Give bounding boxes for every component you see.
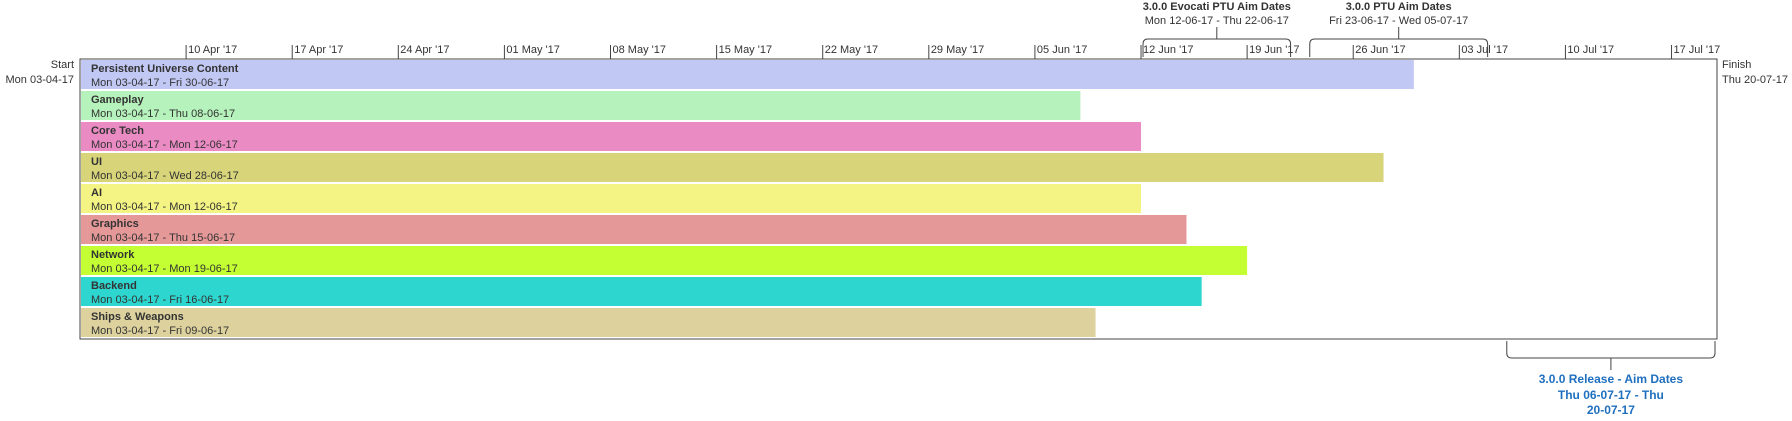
axis-tick-label: 29 May '17	[931, 44, 984, 56]
task-dates: Mon 03-04-17 - Mon 12-06-17	[91, 139, 238, 151]
task-name: Network	[91, 249, 135, 261]
axis-tick-label: 17 Jul '17	[1674, 44, 1721, 56]
callout-dates: Fri 23-06-17 - Wed 05-07-17	[1329, 15, 1468, 27]
task-bar	[81, 277, 1202, 306]
task-bar	[81, 60, 1414, 89]
axis-tick-label: 05 Jun '17	[1037, 44, 1087, 56]
axis-tick-label: 24 Apr '17	[400, 44, 449, 56]
task-bar	[81, 122, 1142, 151]
axis-tick-label: 26 Jun '17	[1355, 44, 1405, 56]
task-bars: Persistent Universe Content Mon 03-04-17 …	[81, 60, 1414, 337]
task-dates: Mon 03-04-17 - Fri 16-06-17	[91, 294, 229, 306]
axis-tick-label: 22 May '17	[825, 44, 878, 56]
task-dates: Mon 03-04-17 - Mon 19-06-17	[91, 263, 238, 275]
task-name: Persistent Universe Content	[91, 63, 239, 75]
axis-tick-label: 19 Jun '17	[1249, 44, 1299, 56]
axis-tick-label: 10 Jul '17	[1567, 44, 1614, 56]
task-dates: Mon 03-04-17 - Thu 15-06-17	[91, 232, 235, 244]
callout-title: 3.0.0 PTU Aim Dates	[1346, 1, 1452, 13]
task-name: Core Tech	[91, 125, 144, 137]
task-bar	[81, 153, 1384, 182]
task-dates: Mon 03-04-17 - Mon 12-06-17	[91, 201, 238, 213]
task-dates: Mon 03-04-17 - Thu 08-06-17	[91, 108, 235, 120]
start-finish-markers: Start Mon 03-04-17 Finish Thu 20-07-17	[6, 59, 1789, 86]
axis-tick-label: 01 May '17	[506, 44, 559, 56]
task-name: Graphics	[91, 218, 139, 230]
callout-dates: Thu 06-07-17 - Thu	[1558, 388, 1664, 402]
axis-tick-label: 08 May '17	[613, 44, 666, 56]
callout-dates: 20-07-17	[1587, 403, 1635, 417]
task-bar	[81, 308, 1096, 337]
callout-title: 3.0.0 Evocati PTU Aim Dates	[1143, 1, 1291, 13]
task-bar	[81, 215, 1187, 244]
axis-tick-label: 17 Apr '17	[294, 44, 343, 56]
task-name: Backend	[91, 280, 137, 292]
task-bar	[81, 184, 1142, 213]
start-label: Start	[51, 59, 74, 71]
axis-tick-label: 03 Jul '17	[1461, 44, 1508, 56]
task-name: Gameplay	[91, 94, 144, 106]
start-date: Mon 03-04-17	[6, 74, 75, 86]
callout-bracket	[1506, 341, 1716, 359]
axis-tick-label: 15 May '17	[719, 44, 772, 56]
task-name: AI	[91, 187, 102, 199]
finish-label: Finish	[1722, 59, 1751, 71]
task-name: UI	[91, 156, 102, 168]
task-bar	[81, 91, 1081, 120]
finish-date: Thu 20-07-17	[1722, 74, 1788, 86]
task-bar	[81, 246, 1248, 275]
callout-title: 3.0.0 Release - Aim Dates	[1539, 372, 1684, 386]
milestone-callouts: 3.0.0 Evocati PTU Aim Dates Mon 12-06-17 …	[1142, 1, 1716, 417]
axis-tick-label: 10 Apr '17	[188, 44, 237, 56]
task-name: Ships & Weapons	[91, 311, 184, 323]
callout-dates: Mon 12-06-17 - Thu 22-06-17	[1145, 15, 1289, 27]
task-dates: Mon 03-04-17 - Fri 09-06-17	[91, 325, 229, 337]
axis-tick-label: 12 Jun '17	[1143, 44, 1193, 56]
task-dates: Mon 03-04-17 - Wed 28-06-17	[91, 170, 239, 182]
task-dates: Mon 03-04-17 - Fri 30-06-17	[91, 77, 229, 89]
